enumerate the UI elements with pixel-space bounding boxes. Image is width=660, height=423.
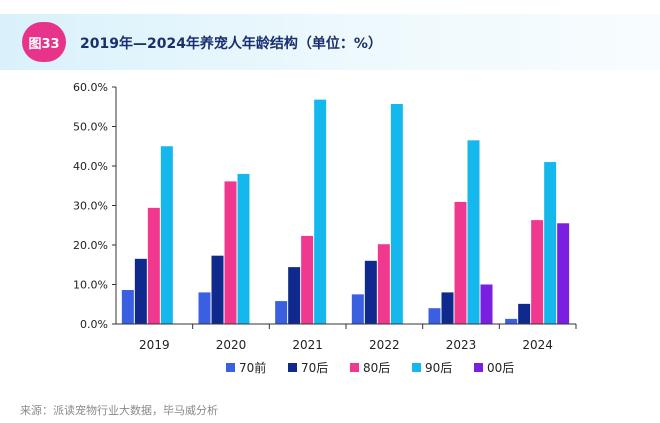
bar-2024-70前 [505,318,518,324]
y-tick-label: 40.0% [73,160,108,173]
y-tick-label: 20.0% [73,239,108,252]
x-tick-label: 2020 [216,338,247,352]
bar-2023-90后 [467,140,480,324]
bar-2021-70后 [288,267,301,324]
title-banner [0,14,660,70]
bar-2024-80后 [531,220,544,324]
bar-2021-80后 [301,235,314,324]
legend: 70前 70后 80后 90后 00后 [226,360,514,375]
bar-2023-80后 [454,201,467,324]
bar-2024-90后 [544,162,557,324]
bar-2019-70前 [121,290,134,324]
bars [121,99,570,324]
bar-2021-90后 [314,99,327,324]
x-tick-label: 2021 [292,338,323,352]
bar-2020-90后 [237,173,250,324]
bar-2020-70前 [198,292,211,324]
x-axis: 2019 2020 2021 2022 2023 2024 [116,323,577,352]
bar-2021-70前 [275,301,288,324]
legend-swatch [474,363,483,372]
legend-label: 90后 [425,361,452,375]
figure-badge: 图33 [22,22,66,62]
x-tick-label: 2024 [522,338,553,352]
bar-2020-80后 [224,181,237,324]
y-axis: 0.0% 10.0% 20.0% 30.0% 40.0% 50.0% 60.0% [73,81,117,331]
legend-label: 70前 [239,360,266,375]
legend-swatch [412,363,421,372]
bar-2019-90后 [160,146,173,324]
x-tick-label: 2022 [369,338,400,352]
bar-2022-70后 [364,260,377,324]
legend-swatch [288,363,297,372]
chart-title: 2019年—2024年养宠人年龄结构（单位：%） [80,36,382,52]
source-note: 来源：派读宠物行业大数据，毕马威分析 [20,404,218,417]
legend-label: 80后 [363,361,390,375]
y-tick-label: 30.0% [73,200,108,213]
x-tick-label: 2023 [446,338,477,352]
bar-2022-80后 [377,244,390,324]
y-tick-label: 60.0% [73,81,108,94]
bar-2024-70后 [518,303,531,324]
legend-swatch [350,363,359,372]
bar-2020-70后 [211,255,224,324]
bar-2022-90后 [390,103,403,324]
bar-2019-70后 [134,258,147,324]
bar-2019-80后 [147,207,160,324]
bar-2022-70前 [351,294,364,324]
legend-swatch [226,363,235,372]
legend-label: 70后 [301,361,328,375]
x-tick-label: 2019 [139,338,170,352]
bar-2023-70后 [441,292,454,324]
bar-2023-00后 [480,284,493,324]
bar-2024-00后 [557,223,570,324]
y-tick-label: 0.0% [80,318,108,331]
y-tick-label: 10.0% [73,279,108,292]
y-tick-label: 50.0% [73,121,108,134]
bar-2023-70前 [428,308,441,324]
legend-label: 00后 [487,361,514,375]
